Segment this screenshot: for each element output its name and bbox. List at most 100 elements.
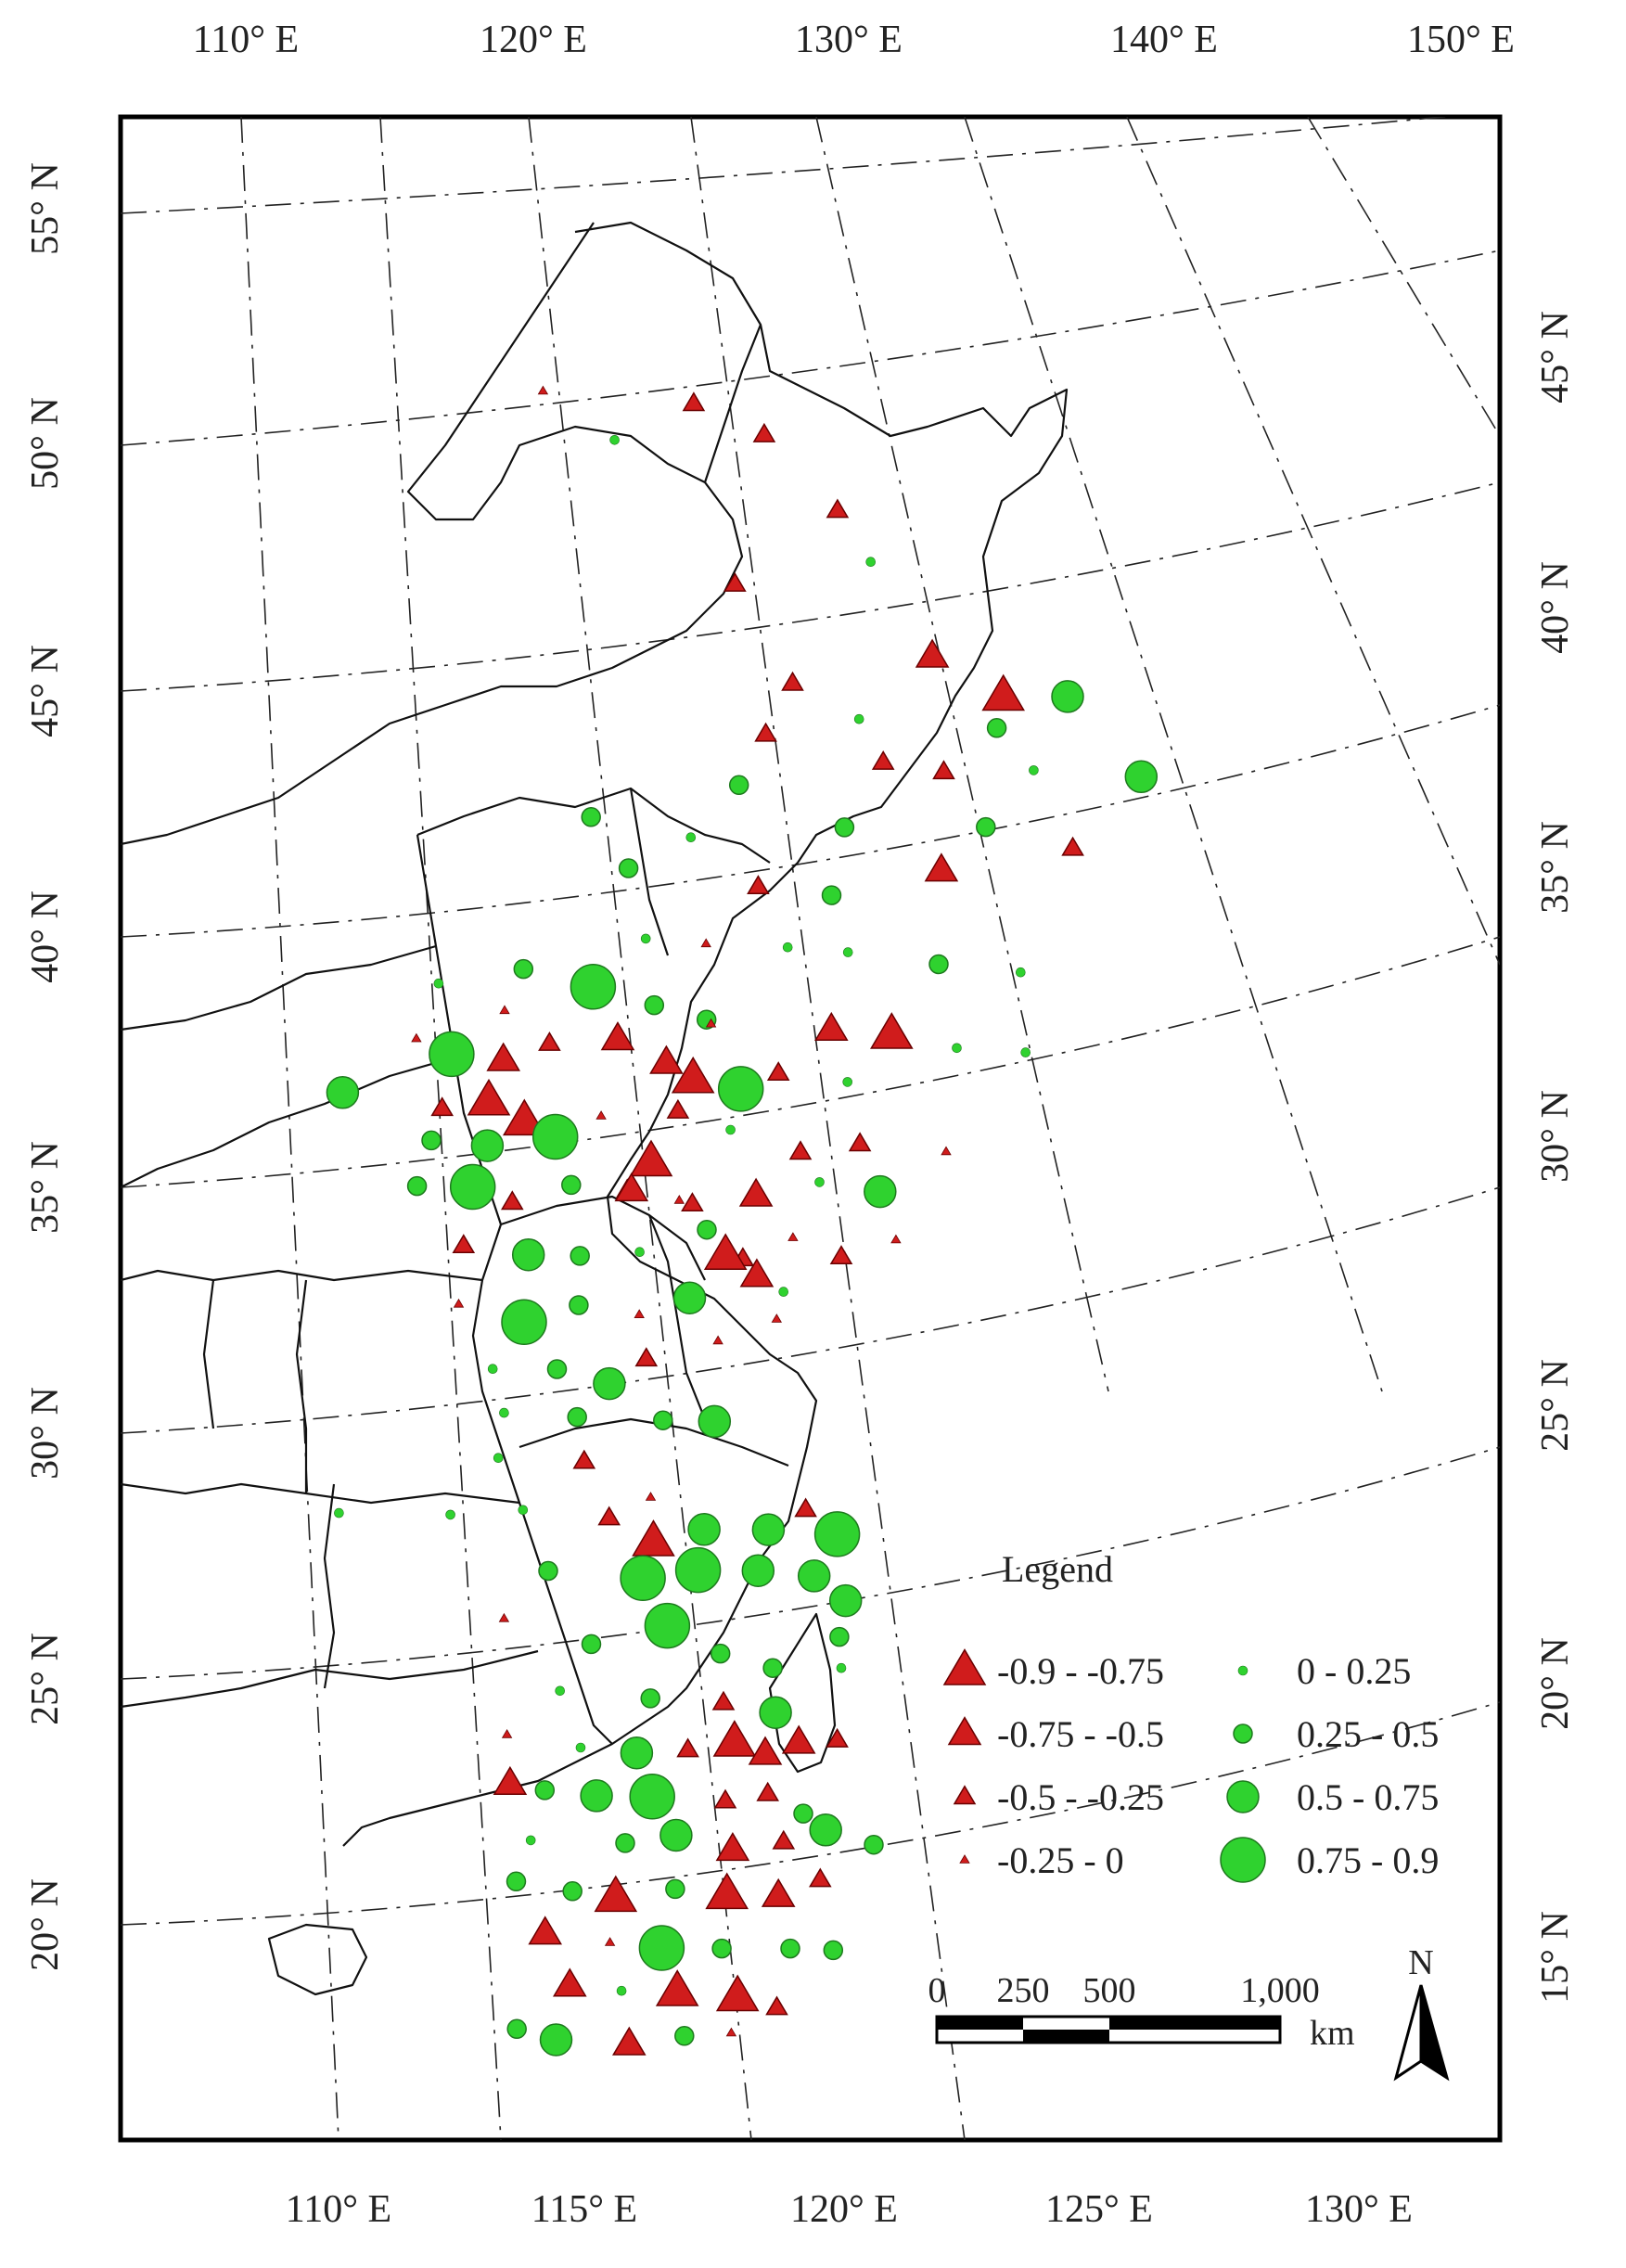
station-negative-marker: [528, 1916, 563, 1945]
province-border: [295, 1279, 308, 1493]
top-tick-label: 120° E: [480, 19, 587, 61]
station-negative-marker: [700, 938, 711, 948]
station-negative-marker: [595, 1110, 607, 1120]
legend-positive-symbol: [1233, 1723, 1253, 1744]
station-positive-marker: [834, 817, 855, 838]
station-positive-marker: [952, 1043, 962, 1054]
station-negative-marker: [808, 1867, 832, 1888]
right-tick-label: 25° N: [1534, 1359, 1577, 1452]
station-positive-marker: [575, 1742, 586, 1753]
graticule-meridian-130: [815, 117, 1109, 1392]
station-positive-marker: [629, 1774, 675, 1820]
right-tick-label: 15° N: [1534, 1911, 1577, 2004]
station-positive-marker: [501, 1299, 547, 1346]
bottom-tick-label: 130° E: [1305, 2188, 1413, 2231]
station-positive-marker: [653, 1410, 673, 1430]
station-positive-marker: [814, 1177, 825, 1187]
station-negative-marker: [614, 1172, 649, 1202]
station-positive-marker: [865, 557, 877, 568]
station-negative-marker: [486, 1042, 521, 1071]
station-negative-marker: [500, 1190, 524, 1211]
station-negative-marker: [552, 1967, 587, 1997]
station-negative-marker: [765, 1995, 788, 2016]
station-negative-marker: [748, 1736, 783, 1765]
station-positive-marker: [513, 958, 534, 980]
station-negative-marker: [738, 1177, 774, 1207]
left-axis: 55° N 50° N 45° N 40° N 35° N 30° N 25° …: [24, 162, 67, 1971]
station-negative-marker: [1061, 836, 1084, 856]
station-positive-marker: [674, 1546, 722, 1594]
station-positive-marker: [809, 1813, 842, 1847]
region-boundaries: [121, 221, 1069, 1996]
graticule-parallel-50: [121, 250, 1500, 446]
station-negative-marker: [499, 1005, 510, 1015]
station-positive-marker: [570, 1246, 590, 1266]
hainan-island: [267, 1923, 368, 1996]
scale-bar-segment: [1109, 2017, 1280, 2030]
province-border: [323, 1483, 336, 1689]
station-positive-marker: [1016, 967, 1026, 978]
station-negative-marker: [501, 1729, 513, 1738]
station-negative-marker: [632, 1519, 675, 1557]
legend: Legend -0.9 - -0.75 -0.75 - -0.5 -0.5 - -0…: [942, 1548, 1439, 1883]
scale-bar-segment: [937, 2017, 1023, 2030]
station-negative-marker: [498, 1612, 510, 1622]
station-positive-marker: [562, 1881, 583, 1902]
station-positive-marker: [421, 1130, 442, 1151]
graticule-parallel-45: [121, 481, 1500, 692]
station-positive-marker: [741, 1554, 775, 1587]
station-positive-marker: [580, 1779, 613, 1813]
station-negative-marker: [890, 1234, 902, 1244]
coastline: [342, 221, 1069, 1847]
station-positive-marker: [778, 1287, 789, 1297]
left-tick-label: 20° N: [24, 1878, 67, 1971]
station-symbols: [326, 385, 1159, 2057]
bottom-tick-label: 120° E: [790, 2188, 898, 2231]
station-negative-marker: [682, 391, 706, 412]
scale-label: 1,000: [1240, 1971, 1320, 2010]
station-negative-marker: [712, 1720, 757, 1757]
station-positive-marker: [433, 978, 444, 989]
station-negative-marker: [676, 1737, 699, 1758]
station-negative-marker: [711, 1690, 736, 1711]
station-negative-marker: [645, 1492, 657, 1501]
graticule-meridian-120: [528, 117, 752, 2140]
legend-negative-label: -0.9 - -0.75: [997, 1650, 1164, 1692]
station-positive-marker: [829, 1626, 850, 1647]
graticule-meridian-115: [379, 117, 502, 2140]
legend-negative-label: -0.5 - -0.25: [997, 1776, 1164, 1818]
station-positive-marker: [445, 1509, 455, 1520]
station-positive-marker: [634, 1247, 645, 1257]
station-positive-marker: [406, 1175, 428, 1197]
left-tick-label: 30° N: [24, 1387, 67, 1480]
station-negative-marker: [452, 1234, 476, 1254]
station-negative-marker: [869, 1012, 914, 1049]
legend-positive-symbol: [1226, 1780, 1260, 1813]
station-positive-marker: [1124, 760, 1159, 794]
station-negative-marker: [794, 1497, 817, 1518]
station-negative-marker: [673, 1195, 685, 1204]
station-positive-marker: [864, 1174, 897, 1209]
legend-positive-symbol: [1220, 1837, 1266, 1883]
station-positive-marker: [618, 858, 639, 878]
legend-negative-symbol: [959, 1854, 970, 1864]
station-positive-marker: [569, 1295, 589, 1315]
station-negative-marker: [537, 385, 549, 395]
station-negative-marker: [725, 2027, 737, 2037]
station-positive-marker: [728, 775, 749, 796]
station-negative-marker: [754, 722, 777, 742]
graticule-parallel-35: [121, 936, 1500, 1188]
station-positive-marker: [506, 1871, 527, 1892]
station-negative-marker: [597, 1506, 621, 1526]
right-tick-label: 30° N: [1534, 1090, 1577, 1183]
station-negative-marker: [411, 1032, 422, 1043]
scale-label: 500: [1083, 1971, 1136, 2010]
left-tick-label: 45° N: [24, 645, 67, 737]
province-border: [121, 944, 437, 1031]
station-negative-marker: [788, 1140, 813, 1160]
graticule: [121, 117, 1500, 2140]
station-positive-marker: [640, 933, 651, 944]
station-positive-marker: [638, 1925, 685, 1971]
top-tick-label: 110° E: [193, 19, 299, 61]
